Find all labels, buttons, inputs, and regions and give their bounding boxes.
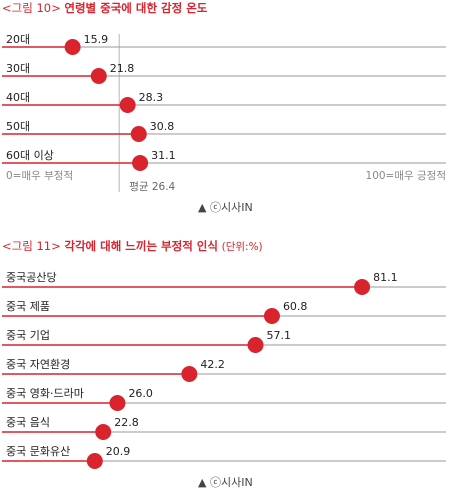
chart1-title: <그림 10> 연령별 중국에 대한 감정 온도 bbox=[2, 0, 207, 16]
point-중국-영화-드라마 bbox=[109, 395, 126, 411]
average-label: 평균 26.4 bbox=[129, 181, 175, 193]
category-label-40대: 40대 bbox=[6, 91, 30, 104]
category-label-중국-음식: 중국 음식 bbox=[6, 416, 50, 429]
chart1-figure-number: <그림 10> bbox=[2, 1, 61, 15]
chart2-figure-number: <그림 11> bbox=[2, 239, 61, 253]
chart1-credit: ▲ ⓒ시사IN bbox=[198, 201, 253, 214]
value-label-중국-음식: 22.8 bbox=[114, 416, 138, 429]
value-label-중국공산당: 81.1 bbox=[373, 271, 398, 284]
chart2-title-text: 각각에 대해 느끼는 부정적 인식 bbox=[64, 239, 218, 253]
category-label-중국-문화유산: 중국 문화유산 bbox=[6, 445, 70, 458]
value-label-중국-기업: 57.1 bbox=[267, 329, 292, 342]
category-label-20대: 20대 bbox=[6, 33, 30, 46]
axis-min-label: 0=매우 부정적 bbox=[6, 170, 73, 182]
category-label-50대: 50대 bbox=[6, 120, 30, 133]
point-중국-자연환경 bbox=[181, 366, 198, 382]
point-60대-이상 bbox=[132, 155, 149, 171]
chart1-title-text: 연령별 중국에 대한 감정 온도 bbox=[64, 1, 208, 15]
chart2-credit: ▲ ⓒ시사IN bbox=[198, 476, 253, 489]
category-label-중국-제품: 중국 제품 bbox=[6, 300, 50, 313]
category-label-중국공산당: 중국공산당 bbox=[6, 271, 57, 284]
point-20대 bbox=[64, 39, 81, 55]
category-label-60대-이상: 60대 이상 bbox=[6, 149, 54, 162]
value-label-30대: 21.8 bbox=[110, 62, 134, 75]
point-40대 bbox=[119, 97, 136, 113]
value-label-중국-영화-드라마: 26.0 bbox=[128, 387, 153, 400]
value-label-20대: 15.9 bbox=[84, 33, 109, 46]
axis-max-label: 100=매우 긍정적 bbox=[366, 170, 446, 182]
chart2-title: <그림 11> 각각에 대해 느끼는 부정적 인식 (단위:%) bbox=[2, 238, 263, 255]
value-label-40대: 28.3 bbox=[139, 91, 164, 104]
category-label-중국-자연환경: 중국 자연환경 bbox=[6, 358, 70, 371]
value-label-중국-자연환경: 42.2 bbox=[200, 358, 225, 371]
point-중국공산당 bbox=[354, 279, 371, 295]
point-30대 bbox=[90, 68, 107, 84]
age-temperature-chart: 20대 15.9 30대 21.8 40대 28.3 50대 30.8 60대 이상 31.1 0=… bbox=[2, 33, 446, 193]
point-중국-기업 bbox=[247, 337, 264, 353]
value-label-중국-문화유산: 20.9 bbox=[106, 445, 130, 458]
value-label-50대: 30.8 bbox=[150, 120, 175, 133]
negative-perception-chart: 중국공산당 81.1 중국 제품 60.8 중국 기업 57.1 중국 자연환경 42.2 중국… bbox=[2, 271, 446, 469]
category-label-중국-영화-드라마: 중국 영화·드라마 bbox=[6, 387, 84, 400]
category-label-중국-기업: 중국 기업 bbox=[6, 329, 50, 342]
point-중국-문화유산 bbox=[86, 453, 103, 469]
point-중국-음식 bbox=[95, 424, 112, 440]
value-label-중국-제품: 60.8 bbox=[283, 300, 308, 313]
value-label-60대-이상: 31.1 bbox=[151, 149, 176, 162]
chart2-unit: (단위:%) bbox=[221, 241, 263, 253]
category-label-30대: 30대 bbox=[6, 62, 30, 75]
point-50대 bbox=[130, 126, 147, 142]
point-중국-제품 bbox=[263, 308, 280, 324]
